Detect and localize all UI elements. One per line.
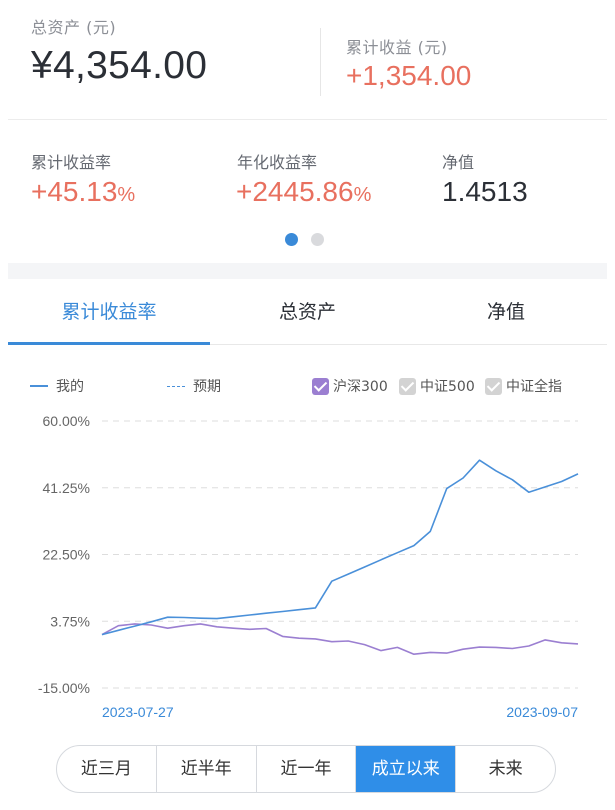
checkbox-checked-icon[interactable]	[399, 377, 416, 395]
benchmark-label: 中证500	[420, 379, 475, 395]
cumulative-return-number: +45.13	[31, 176, 118, 207]
net-value-label: 净值	[442, 153, 475, 172]
range-1-year[interactable]: 近一年	[257, 746, 357, 792]
section-gap	[8, 263, 607, 279]
total-assets-label: 总资产 (元)	[31, 18, 117, 37]
dashed-line-icon	[167, 385, 185, 387]
chart-tabs: 累计收益率 总资产 净值	[8, 279, 607, 345]
annualized-return-value: +2445.86%	[236, 176, 371, 208]
y-tick-label: 41.25%	[43, 480, 90, 496]
net-value-value: 1.4513	[442, 176, 528, 207]
series-line-hs300	[101, 623, 579, 655]
y-tick-label: 22.50%	[43, 547, 90, 563]
legend-expected: 预期	[167, 372, 221, 400]
annualized-return-label: 年化收益率	[237, 153, 318, 172]
y-axis-ticks: 60.00% 41.25% 22.50% 3.75% -15.00%	[38, 413, 90, 696]
cumulative-return-value: +45.13%	[31, 176, 135, 208]
y-tick-label: -15.00%	[38, 680, 90, 696]
benchmark-toggle-zzqz[interactable]: 中证全指	[485, 372, 562, 400]
percent-unit: %	[353, 184, 372, 206]
tab-total-assets[interactable]: 总资产	[278, 301, 336, 323]
benchmark-label: 中证全指	[506, 379, 562, 395]
chart-grid	[102, 420, 578, 689]
cumulative-return-label: 累计收益率	[31, 153, 112, 172]
tab-net-value[interactable]: 净值	[486, 301, 525, 323]
divider	[320, 28, 321, 96]
checkbox-checked-icon[interactable]	[485, 377, 502, 395]
chart-lines	[101, 459, 579, 655]
x-axis-end-label: 2023-09-07	[506, 704, 578, 720]
range-6-months[interactable]: 近半年	[157, 746, 257, 792]
series-line-mine	[101, 459, 579, 636]
pager-dot-active[interactable]	[285, 233, 298, 246]
benchmark-toggle-hs300[interactable]: 沪深300	[312, 372, 388, 400]
legend-mine: 我的	[30, 372, 84, 400]
legend-mine-label: 我的	[56, 379, 84, 395]
annualized-return-number: +2445.86	[236, 176, 354, 207]
total-assets-value: ¥4,354.00	[31, 44, 208, 87]
percent-unit: %	[117, 184, 136, 206]
return-chart[interactable]: 60.00% 41.25% 22.50% 3.75% -15.00% 2023-07-2…	[0, 400, 615, 730]
tab-active-indicator	[8, 342, 210, 345]
cumulative-income-value: +1,354.00	[346, 60, 472, 91]
benchmark-label: 沪深300	[333, 379, 388, 395]
range-selector: 近三月 近半年 近一年 成立以来 未来	[56, 745, 556, 793]
summary-panel: 总资产 (元) ¥4,354.00 累计收益 (元) +1,354.00	[0, 0, 615, 118]
divider	[8, 119, 607, 120]
solid-line-icon	[30, 385, 48, 387]
chart-legend: 我的 预期 沪深300 中证500 中证全指	[0, 372, 615, 400]
legend-expected-label: 预期	[193, 379, 221, 395]
metrics-panel[interactable]: 累计收益率 +45.13% 年化收益率 +2445.86% 净值 1.4513	[0, 120, 615, 260]
y-tick-label: 60.00%	[43, 413, 90, 429]
range-3-months[interactable]: 近三月	[57, 746, 157, 792]
benchmark-toggle-zz500[interactable]: 中证500	[399, 372, 475, 400]
cumulative-income-label: 累计收益 (元)	[346, 38, 448, 57]
tab-cumulative-return[interactable]: 累计收益率	[61, 301, 157, 323]
y-tick-label: 3.75%	[50, 613, 90, 629]
checkbox-checked-icon[interactable]	[312, 377, 329, 395]
range-since-inception[interactable]: 成立以来	[356, 746, 457, 792]
x-axis-start-label: 2023-07-27	[102, 704, 174, 720]
range-future[interactable]: 未来	[488, 759, 523, 779]
pager-dot[interactable]	[311, 233, 324, 246]
